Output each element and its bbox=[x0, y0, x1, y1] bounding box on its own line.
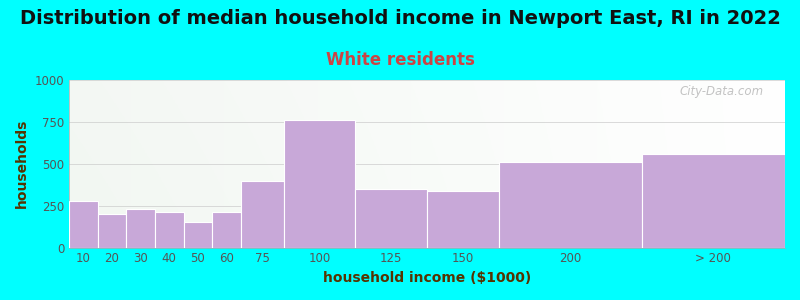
Bar bbox=[212, 212, 241, 247]
Bar bbox=[241, 181, 284, 248]
Y-axis label: households: households bbox=[15, 119, 29, 208]
Bar bbox=[126, 209, 155, 248]
Bar bbox=[98, 214, 126, 248]
Bar bbox=[183, 222, 212, 247]
Text: City-Data.com: City-Data.com bbox=[679, 85, 763, 98]
Bar bbox=[498, 162, 642, 247]
Text: Distribution of median household income in Newport East, RI in 2022: Distribution of median household income … bbox=[19, 9, 781, 28]
Bar bbox=[69, 201, 98, 248]
Text: White residents: White residents bbox=[326, 51, 474, 69]
Bar bbox=[642, 154, 785, 247]
Bar bbox=[355, 189, 427, 248]
Bar bbox=[155, 212, 183, 247]
Bar bbox=[427, 190, 498, 248]
X-axis label: household income ($1000): household income ($1000) bbox=[323, 271, 531, 285]
Bar bbox=[284, 120, 355, 248]
